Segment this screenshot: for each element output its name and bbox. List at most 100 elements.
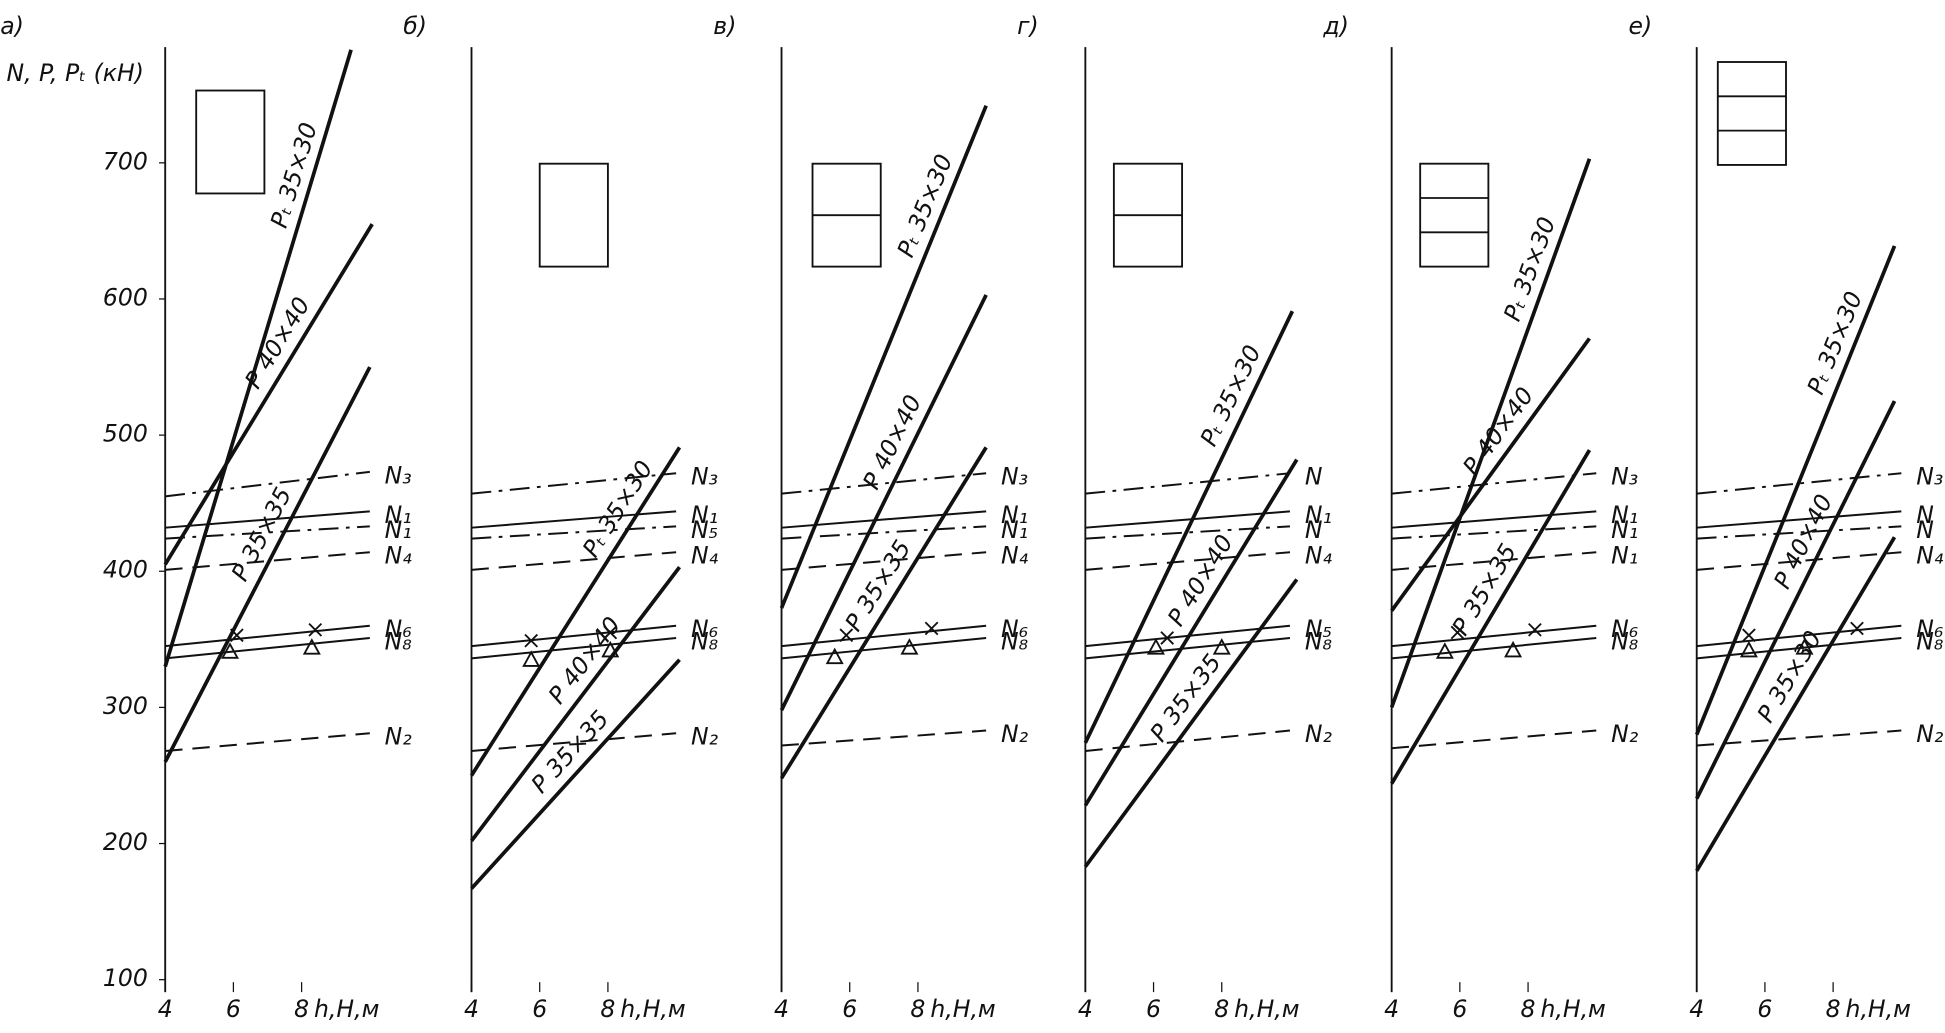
series-label: N <box>1305 463 1323 491</box>
series-label: N₈ <box>691 627 719 655</box>
panel-label: в) <box>713 12 736 40</box>
series-line <box>1085 729 1291 752</box>
series-line <box>1695 400 1897 800</box>
marker <box>220 642 239 659</box>
series-label: N₂ <box>1305 720 1333 748</box>
series-line <box>1696 624 1902 648</box>
series-line <box>470 566 682 842</box>
series-line <box>1085 525 1291 540</box>
series-line <box>471 624 677 648</box>
x-tick-label: 6 <box>226 995 241 1023</box>
y-tick-label: 400 <box>103 556 148 584</box>
panel-label: б) <box>403 12 427 40</box>
series-label: N₁ <box>1001 501 1028 529</box>
series-line <box>1085 636 1291 660</box>
series-line <box>1391 729 1597 750</box>
series-label: N₁ <box>1611 516 1638 544</box>
series-label: N₁ <box>1001 516 1028 544</box>
marker <box>229 628 244 643</box>
x-tick-label: 8 <box>1826 995 1841 1023</box>
x-tick-label: 4 <box>774 995 789 1023</box>
series-line <box>1696 525 1902 540</box>
series-label: N₈ <box>1001 627 1029 655</box>
marker <box>603 625 618 640</box>
series-label: N₂ <box>385 723 413 751</box>
x-axis-label: h,H,м <box>1540 995 1605 1023</box>
series-line <box>1083 310 1295 744</box>
series-line <box>471 472 677 495</box>
panel-label: а) <box>0 12 24 40</box>
series-label: Pₜ 35×30 <box>1498 213 1561 324</box>
section-icon <box>1419 162 1490 268</box>
x-tick-label: 6 <box>1146 995 1161 1023</box>
series-label: N₃ <box>1001 463 1028 491</box>
series-label: N₁ <box>1611 542 1638 570</box>
x-tick-label: 8 <box>294 995 309 1023</box>
y-axis-label: N, P, Pₜ (кН) <box>6 59 143 87</box>
series-line <box>1696 729 1902 747</box>
series-line <box>1085 624 1291 648</box>
series-line <box>1390 449 1592 785</box>
series-line <box>471 636 677 660</box>
series-label: N₈ <box>1305 627 1333 655</box>
series-line <box>781 472 987 495</box>
series-line <box>469 446 682 777</box>
series-line <box>1085 551 1291 571</box>
series-label: N₄ <box>385 542 413 570</box>
y-tick-label: 700 <box>103 147 148 175</box>
series-label: N <box>1916 501 1934 529</box>
series-label: P 40×40 <box>1768 490 1838 593</box>
series-line <box>779 294 988 711</box>
series-line <box>1391 510 1597 529</box>
series-label: N <box>1916 516 1934 544</box>
series-label: N₄ <box>1916 542 1944 570</box>
x-tick-label: 6 <box>842 995 857 1023</box>
series-line <box>163 366 372 763</box>
series-line <box>1085 472 1291 495</box>
marker <box>1504 640 1523 658</box>
series-label: N₃ <box>691 463 718 491</box>
section-icon <box>195 89 266 195</box>
series-label: N₅ <box>1305 615 1332 643</box>
series-line <box>1389 158 1592 709</box>
series-line <box>779 446 988 780</box>
series-label: N₁ <box>385 516 412 544</box>
series-label: N₄ <box>1001 542 1029 570</box>
x-axis-label: h,H,м <box>620 995 685 1023</box>
series-line <box>1085 510 1291 529</box>
marker <box>1160 631 1175 645</box>
series-line <box>1696 510 1902 529</box>
marker <box>1739 640 1758 658</box>
x-tick-label: 6 <box>532 995 547 1023</box>
marker <box>900 638 919 655</box>
series-line <box>1390 337 1591 612</box>
series-label: Pₜ 35×30 <box>891 150 958 261</box>
series-label: N₈ <box>1611 627 1639 655</box>
series-label: N₂ <box>1611 720 1639 748</box>
series-line <box>781 551 987 571</box>
series-label: N₃ <box>1611 463 1638 491</box>
series-line <box>1391 472 1597 495</box>
x-axis-label: h,H,м <box>314 995 379 1023</box>
y-tick-label: 200 <box>103 828 148 856</box>
series-line <box>470 658 681 890</box>
series-label: N₆ <box>691 615 718 643</box>
series-label: N₆ <box>1611 615 1638 643</box>
x-axis-label: h,H,м <box>1234 995 1299 1023</box>
marker <box>1528 622 1542 637</box>
marker <box>308 622 323 637</box>
x-tick-label: 6 <box>1757 995 1772 1023</box>
series-label: N₁ <box>691 501 718 529</box>
marker <box>524 633 539 648</box>
series-label: N₁ <box>1611 501 1638 529</box>
series-line <box>1694 245 1897 736</box>
series-label: N₆ <box>1916 615 1943 643</box>
y-tick-label: 600 <box>103 283 148 311</box>
marker <box>1795 638 1814 655</box>
series-label: N₂ <box>1916 720 1944 748</box>
y-tick-label: 300 <box>103 692 148 720</box>
series-line <box>781 729 987 747</box>
marker <box>1435 642 1454 659</box>
series-line <box>165 732 370 752</box>
